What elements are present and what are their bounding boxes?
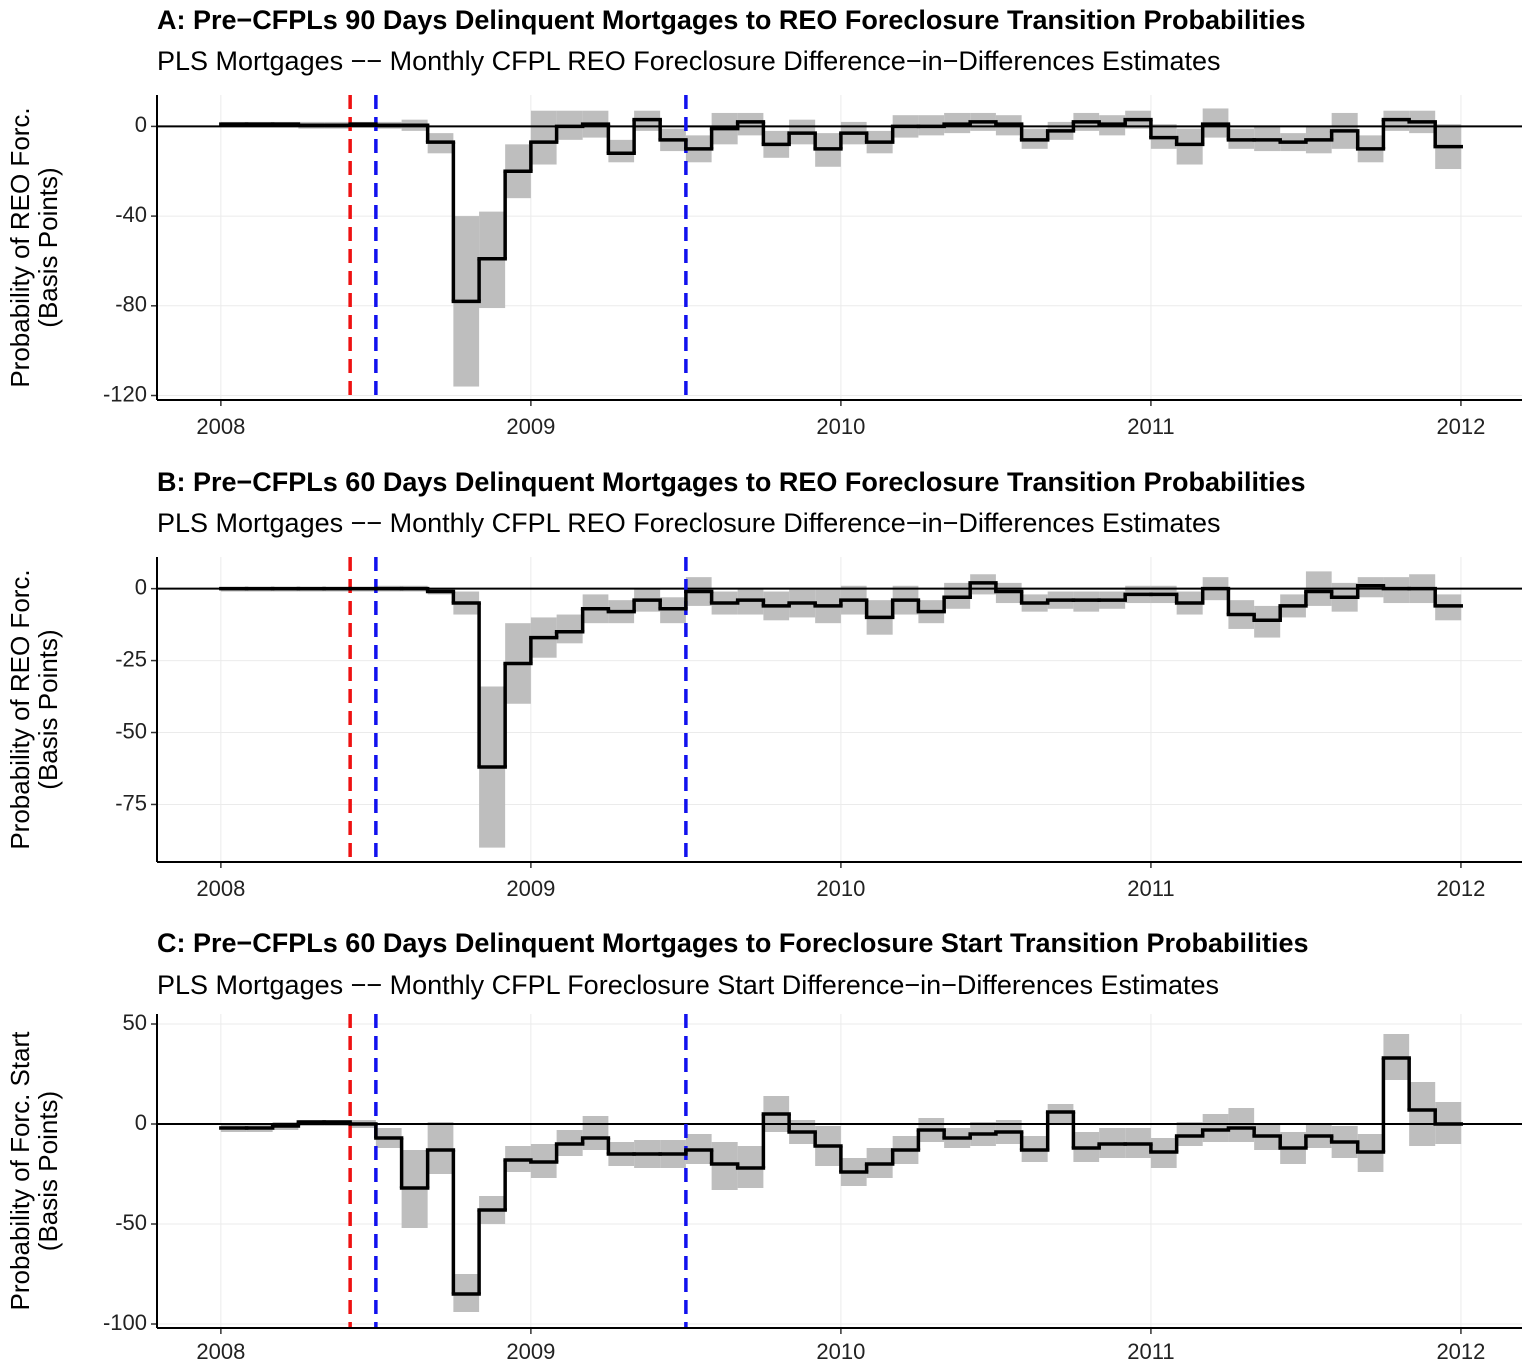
confidence-band [1047, 1104, 1074, 1124]
confidence-band [530, 110, 557, 165]
confidence-band [1176, 1122, 1203, 1146]
panel-title: A: Pre−CFPLs 90 Days Delinquent Mortgage… [157, 5, 1306, 35]
x-tick-label: 2011 [1127, 876, 1174, 901]
confidence-band [1176, 128, 1203, 165]
y-axis-label: (Basis Points) [33, 1091, 63, 1251]
confidence-band [427, 1122, 454, 1174]
x-tick-label: 2011 [1127, 1339, 1174, 1364]
y-tick-label: -100 [103, 1310, 147, 1335]
panel-subtitle: PLS Mortgages −− Monthly CFPL Foreclosur… [157, 970, 1219, 1000]
x-tick-label: 2010 [816, 1339, 865, 1364]
x-tick-label: 2009 [506, 414, 555, 439]
panel: B: Pre−CFPLs 60 Days Delinquent Mortgage… [5, 467, 1522, 901]
x-tick-label: 2012 [1436, 876, 1485, 901]
confidence-band [582, 1116, 609, 1150]
confidence-band [1202, 1114, 1229, 1142]
confidence-band [737, 112, 764, 136]
x-tick-label: 2008 [196, 1339, 245, 1364]
y-tick-label: -50 [115, 718, 147, 743]
y-tick-label: 0 [135, 574, 147, 599]
panel-subtitle: PLS Mortgages −− Monthly CFPL REO Forecl… [157, 508, 1220, 538]
y-axis-label: Probability of REO Forc. [5, 107, 35, 387]
confidence-band [556, 614, 583, 644]
y-tick-label: 0 [135, 1110, 147, 1135]
y-tick-label: 50 [123, 1010, 147, 1035]
y-axis-label: Probability of Forc. Start [5, 1031, 35, 1311]
panel: A: Pre−CFPLs 90 Days Delinquent Mortgage… [5, 5, 1522, 439]
x-tick-label: 2009 [506, 1339, 555, 1364]
panel: C: Pre−CFPLs 60 Days Delinquent Mortgage… [5, 928, 1522, 1364]
confidence-band [608, 139, 635, 163]
panel-title: B: Pre−CFPLs 60 Days Delinquent Mortgage… [157, 467, 1306, 497]
confidence-band [1409, 1082, 1436, 1146]
x-tick-label: 2011 [1127, 414, 1174, 439]
y-tick-label: -50 [115, 1210, 147, 1235]
y-tick-label: -80 [115, 292, 147, 317]
x-tick-label: 2008 [196, 876, 245, 901]
y-tick-label: -25 [115, 646, 147, 671]
panel-title: C: Pre−CFPLs 60 Days Delinquent Mortgage… [157, 928, 1309, 958]
y-axis-label: (Basis Points) [33, 167, 63, 327]
x-tick-label: 2009 [506, 876, 555, 901]
x-tick-label: 2012 [1436, 414, 1485, 439]
y-tick-label: -75 [115, 790, 147, 815]
x-tick-label: 2010 [816, 414, 865, 439]
y-axis-label: (Basis Points) [33, 629, 63, 789]
y-tick-label: -120 [103, 381, 147, 406]
x-tick-label: 2010 [816, 876, 865, 901]
y-axis-label: Probability of REO Forc. [5, 569, 35, 849]
y-tick-label: -40 [115, 202, 147, 227]
confidence-band [711, 1142, 738, 1190]
panel-subtitle: PLS Mortgages −− Monthly CFPL REO Forecl… [157, 46, 1220, 76]
x-tick-label: 2008 [196, 414, 245, 439]
x-tick-label: 2012 [1436, 1339, 1485, 1364]
y-tick-label: 0 [135, 112, 147, 137]
